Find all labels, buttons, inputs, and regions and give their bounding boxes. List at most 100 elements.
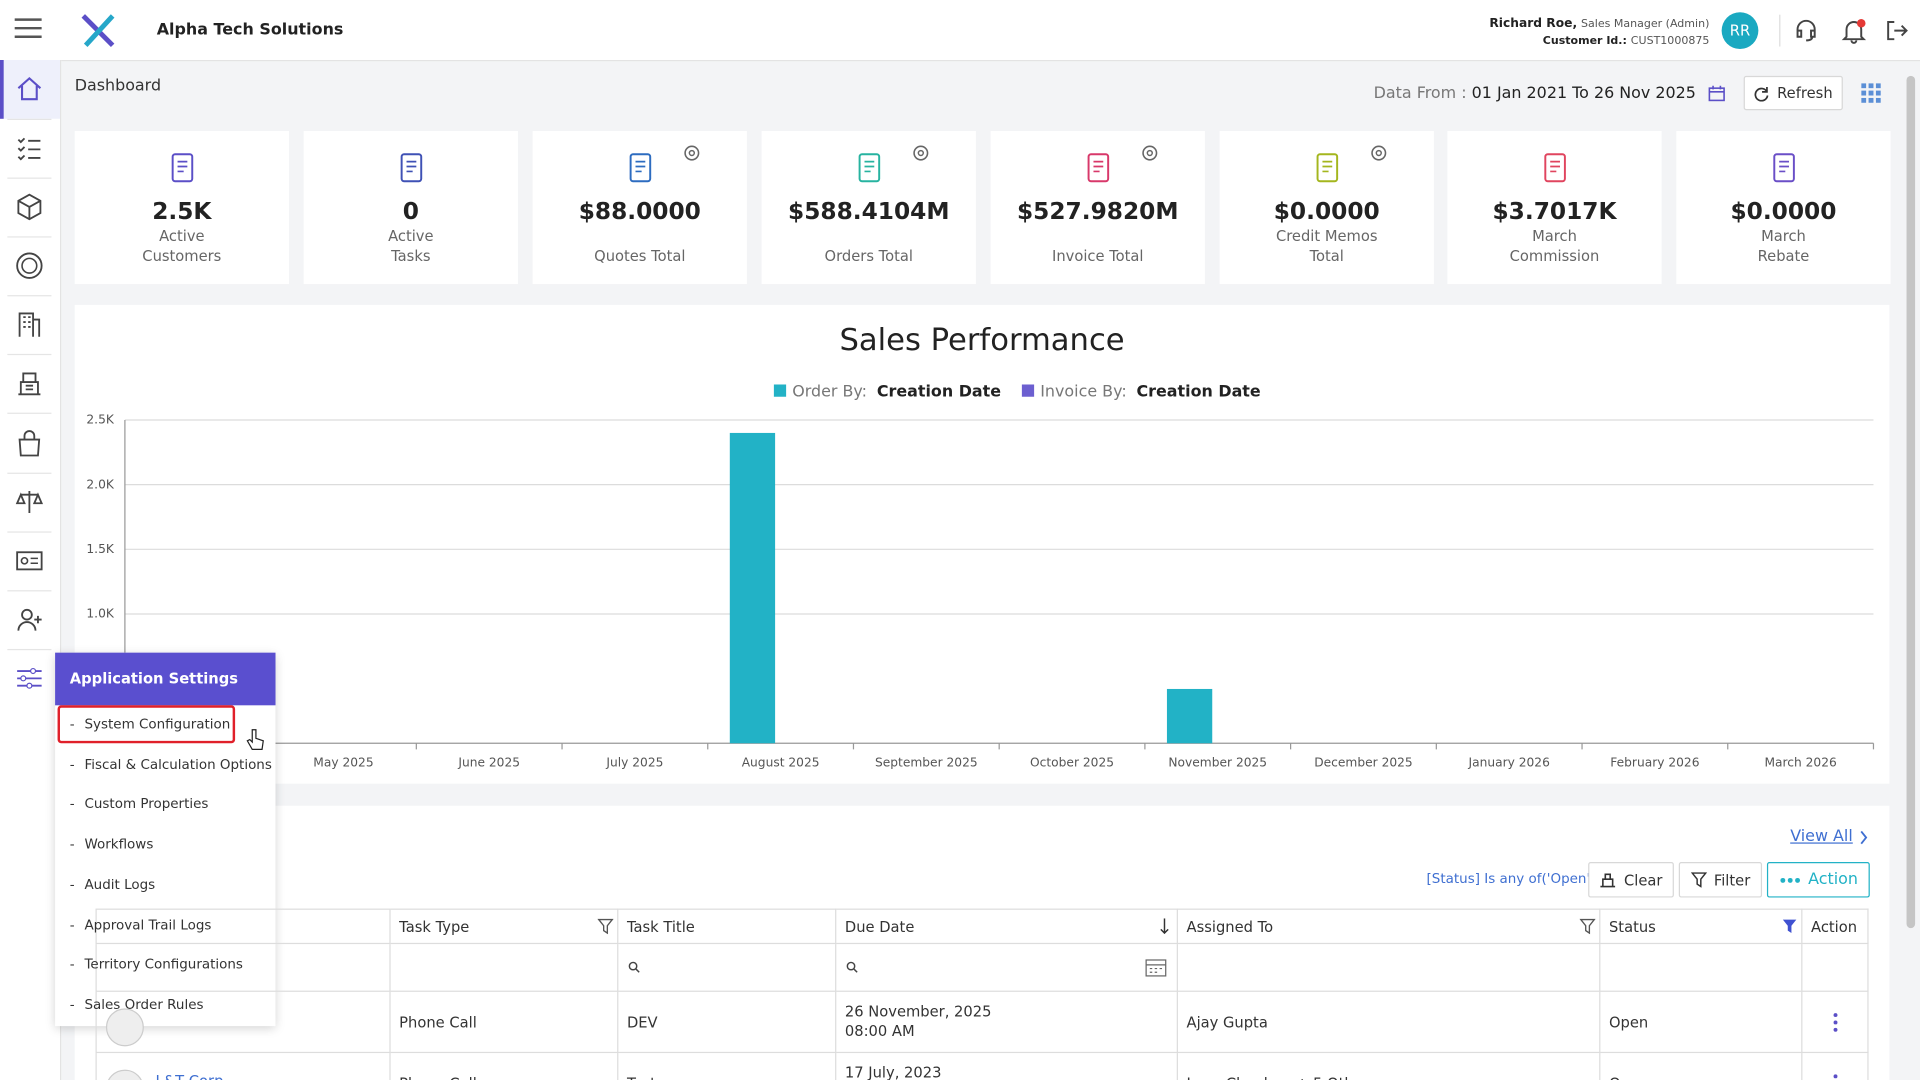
bullet: - bbox=[70, 756, 75, 772]
settings-gear[interactable] bbox=[682, 143, 702, 163]
bullet: - bbox=[70, 876, 75, 892]
cell-text: 08:00 AM bbox=[845, 1021, 1177, 1041]
cell-text: Phone Call bbox=[399, 1074, 617, 1080]
menu-item-label: Approval Trail Logs bbox=[84, 917, 211, 933]
nav-icon[interactable] bbox=[15, 369, 44, 398]
nav-separator bbox=[7, 649, 51, 650]
filter-button[interactable]: Filter bbox=[1679, 862, 1762, 898]
x-tick-label: November 2025 bbox=[1168, 756, 1267, 770]
kpi-label: Credit Memos bbox=[1220, 228, 1434, 245]
kpi-label: Active bbox=[304, 228, 518, 245]
search-icon bbox=[846, 961, 858, 973]
clear-button[interactable]: Clear bbox=[1588, 862, 1674, 898]
filter-cell bbox=[836, 944, 1178, 992]
kpi-label: Quotes Total bbox=[533, 247, 747, 264]
search-icon bbox=[628, 961, 640, 973]
nav-icon[interactable] bbox=[15, 664, 44, 693]
menu-item[interactable]: -Custom Properties bbox=[70, 796, 209, 812]
filter-cell bbox=[618, 944, 836, 992]
filter-label: Filter bbox=[1714, 871, 1750, 888]
column-header: Task Title bbox=[618, 909, 836, 945]
column-header: Action bbox=[1802, 909, 1868, 945]
settings-gear[interactable] bbox=[1369, 143, 1389, 163]
nav-icon[interactable] bbox=[15, 251, 44, 280]
action-button[interactable]: Action bbox=[1767, 862, 1870, 898]
nav-icon[interactable] bbox=[15, 546, 44, 575]
date-picker[interactable] bbox=[1145, 958, 1167, 978]
filter-cell bbox=[1802, 944, 1868, 992]
table-cell: 26 November, 202508:00 AM bbox=[836, 992, 1178, 1053]
menu-item-label: Sales Order Rules bbox=[84, 997, 203, 1013]
sales-chart: Sales Performance Order By:Creation Date I… bbox=[0, 0, 1920, 808]
table-cell: 17 July, 2023 bbox=[836, 1053, 1178, 1080]
row-avatar bbox=[104, 1068, 146, 1080]
settings-gear[interactable] bbox=[911, 143, 931, 163]
row-menu[interactable] bbox=[1831, 1074, 1841, 1080]
bullet: - bbox=[70, 997, 75, 1013]
kpi-label: Rebate bbox=[1676, 247, 1890, 264]
y-tick-label: 1.5K bbox=[86, 542, 114, 556]
kpi-label: Tasks bbox=[304, 247, 518, 264]
menu-item[interactable]: -System Configuration bbox=[70, 716, 231, 732]
y-tick-label: 2.0K bbox=[86, 477, 114, 491]
bullet: - bbox=[70, 836, 75, 852]
row-avatar bbox=[104, 1007, 146, 1049]
menu-item[interactable]: -Sales Order Rules bbox=[70, 997, 204, 1013]
menu-item[interactable]: -Workflows bbox=[70, 836, 154, 852]
column-filter[interactable] bbox=[598, 918, 614, 934]
nav-separator bbox=[7, 413, 51, 414]
kpi-icon bbox=[396, 152, 428, 186]
nav-icon[interactable] bbox=[15, 192, 44, 221]
menu-item[interactable]: -Territory Configurations bbox=[70, 957, 243, 973]
cursor bbox=[245, 727, 267, 754]
menu-title: Application Settings bbox=[55, 653, 275, 706]
nav-icon[interactable] bbox=[15, 133, 44, 162]
cell-text: DEV bbox=[627, 1013, 835, 1033]
action-label: Action bbox=[1808, 871, 1858, 889]
column-header: Status bbox=[1600, 909, 1802, 945]
view-all-link[interactable]: View All bbox=[1790, 828, 1853, 846]
kpi-icon bbox=[1311, 152, 1343, 186]
cell-text: Phone Call bbox=[399, 1013, 617, 1033]
kpi-icon bbox=[1768, 152, 1800, 186]
nav-icon[interactable] bbox=[15, 310, 44, 339]
menu-item[interactable]: -Approval Trail Logs bbox=[70, 917, 212, 933]
kpi-label: Total bbox=[1220, 247, 1434, 264]
menu-item[interactable]: -Audit Logs bbox=[70, 876, 155, 892]
menu-item[interactable]: -Fiscal & Calculation Options bbox=[70, 756, 272, 772]
legend-detail: Creation Date bbox=[1136, 382, 1260, 401]
chart-title: Sales Performance bbox=[839, 323, 1124, 358]
nav-separator bbox=[7, 119, 51, 120]
x-tick-label: February 2026 bbox=[1610, 756, 1699, 770]
settings-gear[interactable] bbox=[1140, 143, 1160, 163]
x-tick-label: January 2026 bbox=[1467, 756, 1550, 770]
sort-arrow[interactable] bbox=[1160, 918, 1170, 934]
row-menu[interactable] bbox=[1831, 1013, 1841, 1033]
scrollbar[interactable] bbox=[1907, 76, 1916, 928]
column-filter[interactable] bbox=[1580, 918, 1596, 934]
bar bbox=[1167, 689, 1212, 743]
menu-item-label: Territory Configurations bbox=[84, 957, 242, 973]
filter-cell bbox=[391, 944, 619, 992]
table-cell: Test bbox=[618, 1053, 836, 1080]
nav-icon[interactable] bbox=[15, 487, 44, 516]
bullet: - bbox=[70, 796, 75, 812]
bullet: - bbox=[70, 917, 75, 933]
nav-icon[interactable] bbox=[15, 75, 44, 104]
chevron[interactable] bbox=[1859, 830, 1869, 845]
menu-item-label: System Configuration bbox=[84, 716, 230, 732]
bullet: - bbox=[70, 716, 75, 732]
nav-icon[interactable] bbox=[15, 605, 44, 634]
customer-link[interactable]: L&T Corp bbox=[156, 1073, 224, 1080]
kpi-value: $588.4104M bbox=[762, 198, 976, 225]
kpi-label: March bbox=[1676, 228, 1890, 245]
column-filter[interactable] bbox=[1782, 918, 1798, 934]
nav-icon[interactable] bbox=[15, 429, 44, 458]
legend-item[interactable]: Order By:Creation Date bbox=[774, 382, 1001, 401]
x-tick-label: May 2025 bbox=[313, 756, 373, 770]
kpi-label: March bbox=[1447, 228, 1661, 245]
legend-item[interactable]: Invoice By:Creation Date bbox=[1022, 382, 1261, 401]
kpi-icon bbox=[167, 152, 199, 186]
